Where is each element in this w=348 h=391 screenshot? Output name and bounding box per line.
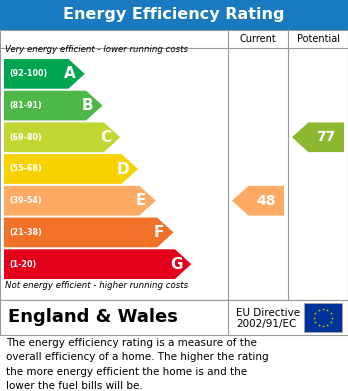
Text: 2002/91/EC: 2002/91/EC	[236, 319, 296, 328]
Text: Energy Efficiency Rating: Energy Efficiency Rating	[63, 7, 285, 23]
Text: C: C	[100, 130, 111, 145]
Text: A: A	[64, 66, 76, 81]
Text: Not energy efficient - higher running costs: Not energy efficient - higher running co…	[5, 280, 188, 289]
Text: (39-54): (39-54)	[9, 196, 42, 205]
Bar	[304, 303, 342, 332]
Text: Potential: Potential	[296, 34, 340, 44]
Text: (69-80): (69-80)	[9, 133, 42, 142]
Text: (21-38): (21-38)	[9, 228, 42, 237]
Text: F: F	[153, 225, 164, 240]
Polygon shape	[4, 217, 174, 247]
Text: EU Directive: EU Directive	[236, 307, 300, 317]
Text: 48: 48	[256, 194, 276, 208]
Text: The energy efficiency rating is a measure of the
overall efficiency of a home. T: The energy efficiency rating is a measur…	[6, 338, 269, 391]
Polygon shape	[4, 122, 120, 152]
Text: B: B	[82, 98, 94, 113]
Polygon shape	[292, 122, 344, 152]
Text: D: D	[117, 161, 129, 176]
Text: 77: 77	[317, 130, 336, 144]
Text: Very energy efficient - lower running costs: Very energy efficient - lower running co…	[5, 45, 188, 54]
Bar	[0, 30, 348, 300]
Text: E: E	[136, 193, 146, 208]
Text: (1-20): (1-20)	[9, 260, 36, 269]
Text: G: G	[170, 256, 183, 272]
Polygon shape	[4, 186, 156, 215]
Text: Current: Current	[240, 34, 276, 44]
Text: (55-68): (55-68)	[9, 165, 42, 174]
Bar	[0, 300, 348, 335]
Polygon shape	[4, 91, 102, 120]
Text: (81-91): (81-91)	[9, 101, 42, 110]
Bar	[0, 0, 348, 30]
Polygon shape	[232, 186, 284, 215]
Polygon shape	[4, 154, 138, 184]
Text: England & Wales: England & Wales	[8, 308, 178, 326]
Polygon shape	[4, 249, 191, 279]
Text: (92-100): (92-100)	[9, 69, 47, 78]
Polygon shape	[4, 59, 85, 89]
